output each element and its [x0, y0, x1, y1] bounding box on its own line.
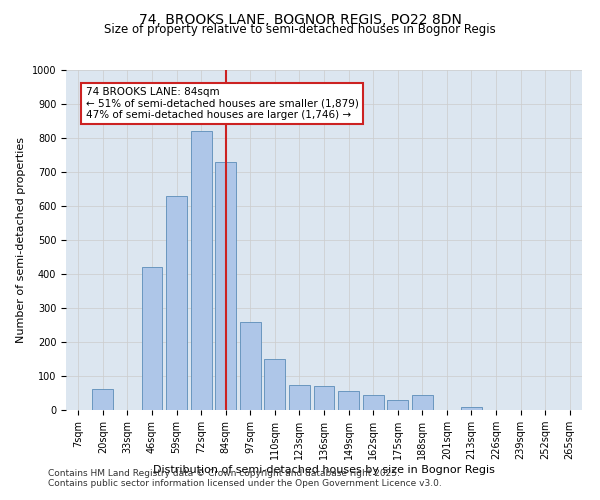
- Bar: [142, 267, 163, 410]
- Bar: [265, 359, 286, 410]
- X-axis label: Distribution of semi-detached houses by size in Bognor Regis: Distribution of semi-detached houses by …: [153, 465, 495, 475]
- Y-axis label: Number of semi-detached properties: Number of semi-detached properties: [16, 137, 26, 343]
- Bar: [191, 131, 212, 410]
- Bar: [240, 322, 261, 410]
- Bar: [387, 400, 408, 410]
- Text: Contains HM Land Registry data © Crown copyright and database right 2025.: Contains HM Land Registry data © Crown c…: [48, 468, 400, 477]
- Text: 74, BROOKS LANE, BOGNOR REGIS, PO22 8DN: 74, BROOKS LANE, BOGNOR REGIS, PO22 8DN: [139, 12, 461, 26]
- Text: Contains public sector information licensed under the Open Government Licence v3: Contains public sector information licen…: [48, 478, 442, 488]
- Text: Size of property relative to semi-detached houses in Bognor Regis: Size of property relative to semi-detach…: [104, 22, 496, 36]
- Bar: [166, 196, 187, 410]
- Bar: [215, 162, 236, 410]
- Bar: [412, 394, 433, 410]
- Bar: [314, 386, 334, 410]
- Bar: [461, 406, 482, 410]
- Bar: [362, 394, 383, 410]
- Bar: [289, 384, 310, 410]
- Bar: [92, 389, 113, 410]
- Bar: [338, 392, 359, 410]
- Text: 74 BROOKS LANE: 84sqm
← 51% of semi-detached houses are smaller (1,879)
47% of s: 74 BROOKS LANE: 84sqm ← 51% of semi-deta…: [86, 87, 359, 120]
